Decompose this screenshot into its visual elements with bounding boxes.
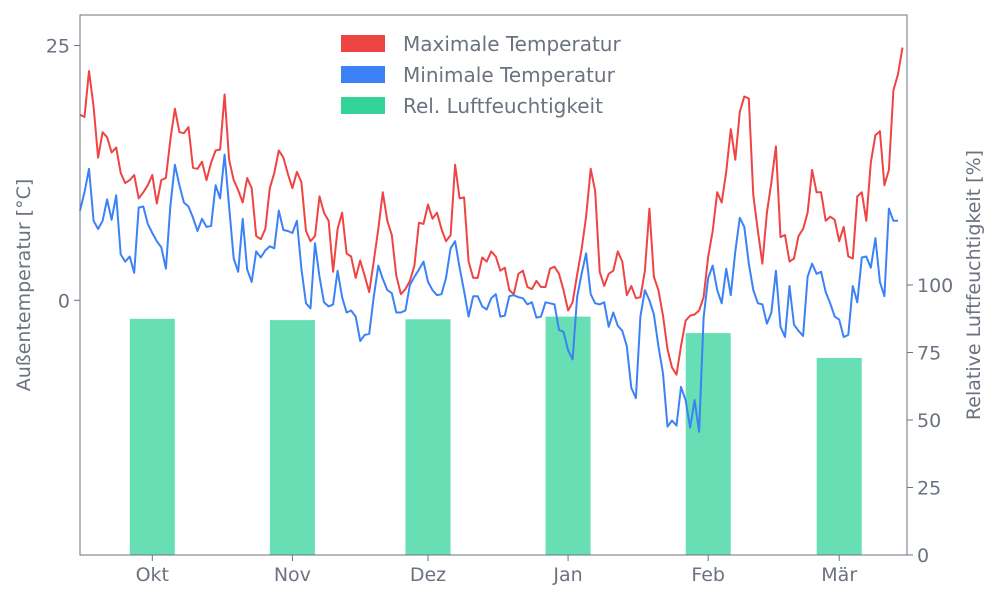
legend-label-max: Maximale Temperatur [403,32,621,56]
right-tick-label: 0 [917,545,929,567]
right-tick-label: 25 [917,478,941,500]
humidity-bar-5 [685,333,731,555]
x-tick-label: Mär [821,564,857,586]
left-tick-label: 0 [58,290,70,312]
humidity-bar-4 [545,316,591,555]
x-axis-ticks: Okt Nov Dez Jan Feb Mär [136,555,857,586]
right-tick-label: 75 [917,343,941,365]
right-tick-label: 100 [917,275,953,297]
right-axis-label: Relative Luftfeuchtigkeit [%] [963,150,985,420]
humidity-bar-2 [269,320,315,555]
legend-swatch-min [341,66,385,83]
x-tick-label: Jan [552,564,582,586]
legend-swatch-max [341,35,385,52]
x-tick-label: Dez [410,564,446,586]
left-tick-label: 25 [46,36,70,58]
right-axis-ticks: 0 25 50 75 100 [907,275,953,567]
humidity-bar-1 [129,318,175,556]
right-tick-label: 50 [917,410,941,432]
humidity-bars [129,316,862,556]
x-tick-label: Okt [136,564,169,586]
max-temperature-line [79,47,904,376]
legend-label-min: Minimale Temperatur [403,63,616,87]
x-tick-label: Feb [691,564,725,586]
legend-swatch-humidity [341,97,385,114]
humidity-bar-3 [405,319,451,555]
legend-label-humidity: Rel. Luftfeuchtigkeit [403,94,603,118]
left-axis-ticks: 0 25 [46,36,80,312]
left-axis-label: Außentemperatur [°C] [13,179,35,392]
temperature-lines [79,47,904,433]
x-tick-label: Nov [274,564,311,586]
humidity-bar-6 [816,357,862,555]
legend: Maximale Temperatur Minimale Temperatur … [341,32,621,118]
min-temperature-line [79,153,898,433]
